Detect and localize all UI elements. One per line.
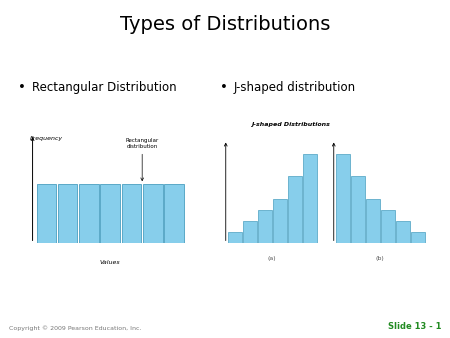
Bar	[396, 221, 410, 243]
Bar	[273, 199, 287, 243]
Text: Frequency: Frequency	[29, 136, 63, 141]
Text: •: •	[18, 81, 26, 94]
Bar	[303, 154, 317, 243]
Bar	[100, 184, 120, 243]
Text: Values: Values	[100, 260, 121, 265]
Text: (a): (a)	[268, 256, 277, 261]
Bar	[164, 184, 184, 243]
Bar	[58, 184, 77, 243]
Text: J-shaped distribution: J-shaped distribution	[234, 81, 356, 94]
Bar	[228, 232, 242, 243]
Text: (b): (b)	[376, 256, 385, 261]
Bar	[366, 199, 380, 243]
Bar	[243, 221, 256, 243]
Text: •: •	[220, 81, 228, 94]
Text: Copyright © 2009 Pearson Education, Inc.: Copyright © 2009 Pearson Education, Inc.	[9, 325, 141, 331]
Bar	[143, 184, 162, 243]
Text: Rectangular
distribution: Rectangular distribution	[126, 138, 159, 180]
Text: Rectangular Distribution: Rectangular Distribution	[32, 81, 176, 94]
Text: Slide 13 - 1: Slide 13 - 1	[387, 321, 441, 331]
Bar	[411, 232, 425, 243]
Bar	[336, 154, 350, 243]
Text: Types of Distributions: Types of Distributions	[120, 15, 330, 34]
Bar	[258, 210, 272, 243]
Bar	[79, 184, 99, 243]
Bar	[288, 176, 302, 243]
Bar	[36, 184, 56, 243]
Text: J-shaped Distributions: J-shaped Distributions	[251, 122, 330, 127]
Bar	[351, 176, 364, 243]
Bar	[381, 210, 395, 243]
Bar	[122, 184, 141, 243]
